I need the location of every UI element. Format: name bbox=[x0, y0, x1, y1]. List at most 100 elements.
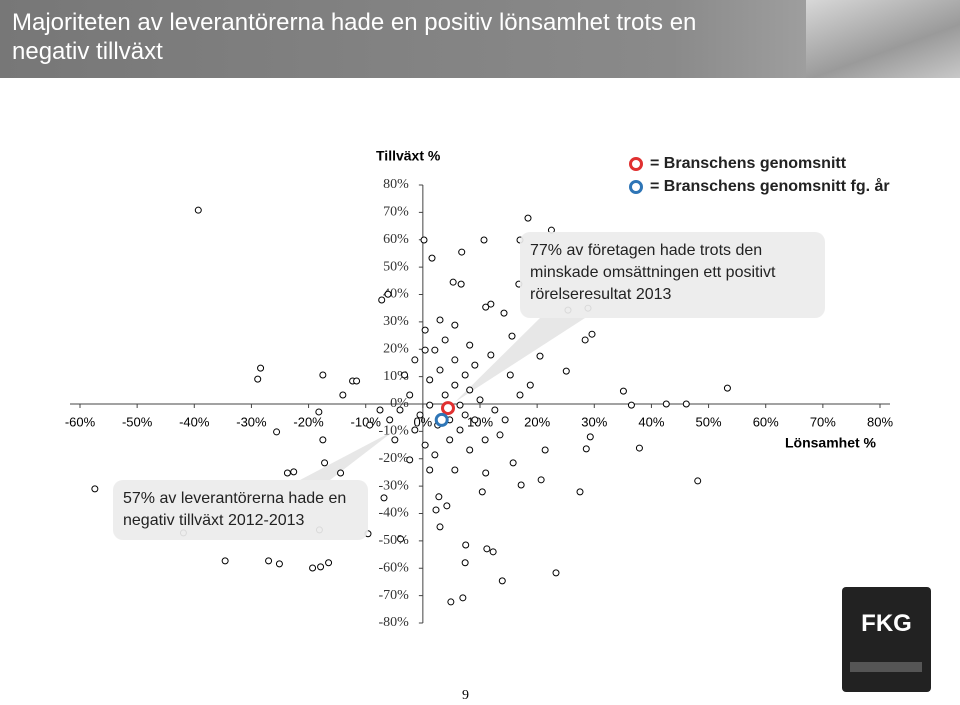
point bbox=[487, 351, 495, 359]
point bbox=[482, 303, 490, 311]
point bbox=[254, 375, 262, 383]
point bbox=[315, 408, 323, 416]
average-point bbox=[441, 401, 455, 416]
y-tick-label: -70% bbox=[379, 588, 410, 603]
point bbox=[436, 366, 444, 374]
point bbox=[487, 300, 495, 308]
point bbox=[482, 469, 490, 477]
point bbox=[420, 236, 428, 244]
point bbox=[411, 426, 419, 434]
y-tick-label: 30% bbox=[383, 314, 409, 329]
x-tick-label: -30% bbox=[236, 414, 267, 429]
x-tick-label: 40% bbox=[638, 414, 664, 429]
y-tick-label: 60% bbox=[383, 232, 409, 247]
y-tick-label: -20% bbox=[379, 451, 410, 466]
point bbox=[489, 548, 497, 556]
point bbox=[501, 416, 509, 424]
point bbox=[456, 426, 464, 434]
point bbox=[401, 371, 409, 379]
x-tick-label: 10% bbox=[467, 414, 493, 429]
point bbox=[509, 459, 517, 467]
point bbox=[441, 391, 449, 399]
y-tick-label: 70% bbox=[383, 205, 409, 220]
x-tick-label: 50% bbox=[696, 414, 722, 429]
slide-title: Majoriteten av leverantörerna hade en po… bbox=[12, 9, 697, 65]
logo: FKG bbox=[842, 587, 931, 692]
point bbox=[471, 416, 479, 424]
x-tick-label: 30% bbox=[581, 414, 607, 429]
point bbox=[461, 411, 469, 419]
point bbox=[627, 401, 635, 409]
point bbox=[396, 406, 404, 414]
y-tick-label: 0% bbox=[390, 396, 409, 411]
point bbox=[421, 441, 429, 449]
point bbox=[576, 488, 584, 496]
point bbox=[552, 569, 560, 577]
point bbox=[496, 431, 504, 439]
point bbox=[458, 248, 466, 256]
point bbox=[426, 401, 434, 409]
y-tick-label: -40% bbox=[379, 506, 410, 521]
point bbox=[283, 469, 291, 477]
point bbox=[451, 321, 459, 329]
point bbox=[339, 391, 347, 399]
point bbox=[441, 336, 449, 344]
legend-marker bbox=[629, 180, 643, 194]
point bbox=[582, 445, 590, 453]
point bbox=[391, 436, 399, 444]
y-tick-label: -30% bbox=[379, 478, 410, 493]
y-tick-label: 50% bbox=[383, 259, 409, 274]
x-tick-label: 60% bbox=[753, 414, 779, 429]
callout: 77% av företagen hade trots den minskade… bbox=[520, 232, 825, 318]
point bbox=[386, 416, 394, 424]
point bbox=[508, 332, 516, 340]
point bbox=[526, 381, 534, 389]
point bbox=[91, 485, 99, 493]
axes bbox=[70, 184, 890, 624]
point bbox=[562, 367, 570, 375]
callout-pointer bbox=[300, 430, 395, 480]
point bbox=[588, 330, 596, 338]
point bbox=[443, 502, 451, 510]
point bbox=[466, 446, 474, 454]
y-tick-label: 20% bbox=[383, 341, 409, 356]
point bbox=[500, 309, 508, 317]
point bbox=[466, 341, 474, 349]
point bbox=[309, 564, 317, 572]
legend-label: = Branschens genomsnitt bbox=[650, 155, 847, 172]
point bbox=[682, 400, 690, 408]
point bbox=[451, 466, 459, 474]
point bbox=[451, 381, 459, 389]
point bbox=[411, 356, 419, 364]
point bbox=[517, 481, 525, 489]
point bbox=[457, 280, 465, 288]
point bbox=[471, 361, 479, 369]
point bbox=[431, 451, 439, 459]
x-tick-label: 0% bbox=[413, 414, 432, 429]
point bbox=[506, 371, 514, 379]
point bbox=[275, 560, 283, 568]
point bbox=[319, 371, 327, 379]
x-tick-label: -40% bbox=[179, 414, 210, 429]
point bbox=[536, 352, 544, 360]
point bbox=[421, 326, 429, 334]
x-tick-label: -20% bbox=[293, 414, 324, 429]
x-tick-label: 70% bbox=[810, 414, 836, 429]
point bbox=[221, 557, 229, 565]
y-tick-label: -60% bbox=[379, 560, 410, 575]
point bbox=[461, 559, 469, 567]
point bbox=[321, 459, 329, 467]
point bbox=[462, 541, 470, 549]
point bbox=[436, 523, 444, 531]
point bbox=[461, 371, 469, 379]
point bbox=[481, 436, 489, 444]
point bbox=[478, 488, 486, 496]
point bbox=[353, 377, 361, 385]
x-tick-label: 80% bbox=[867, 414, 893, 429]
point bbox=[541, 446, 549, 454]
x-tick-label: -60% bbox=[65, 414, 96, 429]
logo-bar bbox=[850, 662, 922, 672]
point bbox=[449, 278, 457, 286]
point bbox=[273, 428, 281, 436]
